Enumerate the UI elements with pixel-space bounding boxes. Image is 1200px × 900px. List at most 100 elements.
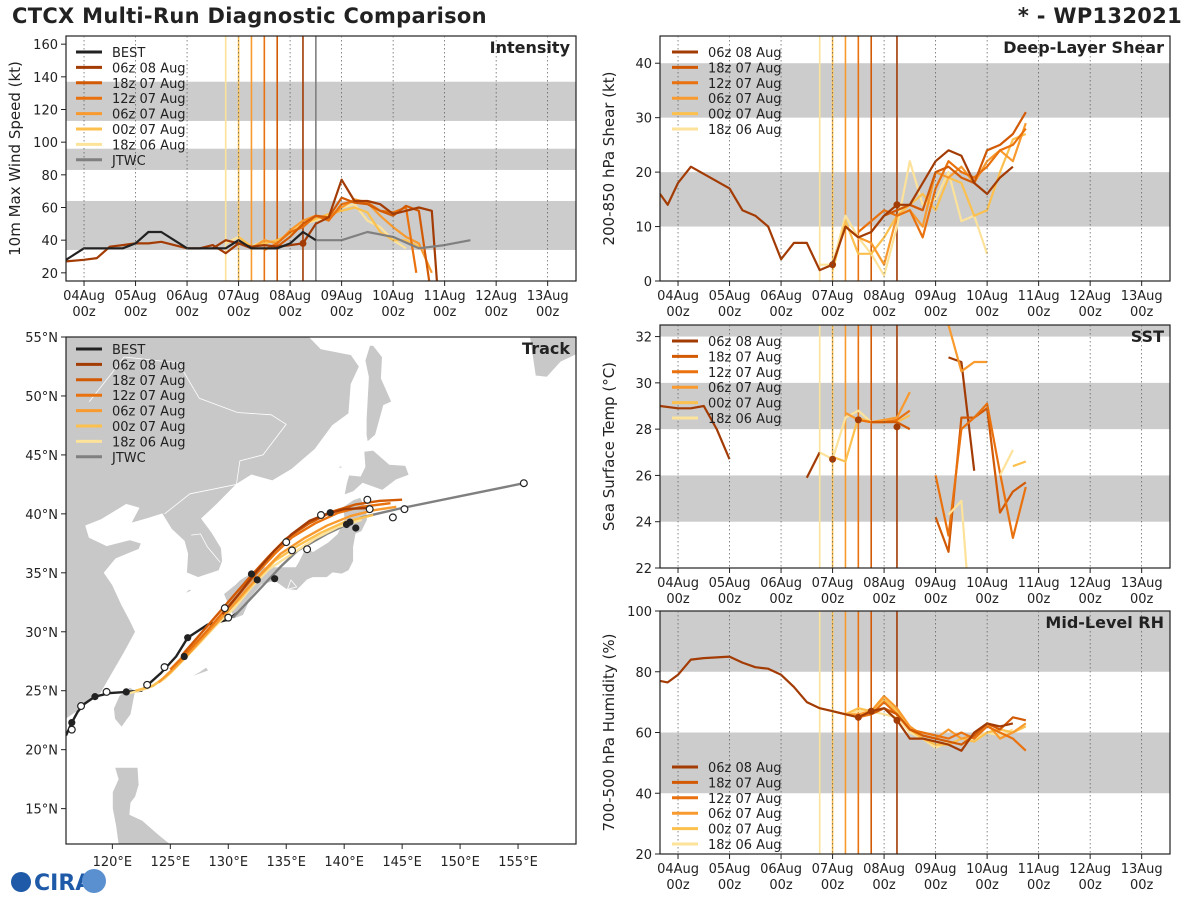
legend-label: 06z 07 Aug	[112, 108, 186, 123]
legend-label: 12z 07 Aug	[112, 389, 186, 404]
x-tick-label: 11Aug	[1018, 289, 1060, 304]
track-point-filled	[184, 634, 192, 642]
x-tick-label: 10Aug	[966, 862, 1008, 877]
x-tick-label-hour: 00z	[718, 878, 742, 893]
legend-label: 06z 08 Aug	[708, 335, 782, 350]
x-tick-label-hour: 00z	[666, 592, 690, 607]
x-tick-label: 09Aug	[915, 862, 957, 877]
legend-label: 00z 07 Aug	[708, 108, 782, 123]
lat-tick-label: 15°N	[25, 803, 58, 818]
x-tick-label-hour: 00z	[1078, 878, 1102, 893]
y-tick-label: 26	[635, 469, 652, 484]
x-tick-label-hour: 00z	[821, 592, 845, 607]
lat-tick-label: 40°N	[25, 508, 58, 523]
lat-tick-label: 55°N	[25, 331, 58, 346]
legend-label: 12z 07 Aug	[708, 77, 782, 92]
legend-label: 00z 07 Aug	[112, 420, 186, 435]
cira-logo: CIRA	[6, 866, 116, 896]
lon-tick-label: 140°E	[324, 855, 364, 870]
x-tick-label-hour: 00z	[769, 592, 793, 607]
y-tick-label: 140	[33, 71, 58, 86]
x-tick-label: 11Aug	[1018, 862, 1060, 877]
lon-tick-label: 125°E	[151, 855, 191, 870]
x-tick-label: 06Aug	[760, 576, 802, 591]
panel-title: Mid-Level RH	[1045, 613, 1164, 632]
legend-label: 06z 07 Aug	[708, 92, 782, 107]
mongolia-border	[88, 356, 125, 403]
intensity-chart: 04Aug00z05Aug00z06Aug00z07Aug00z08Aug00z…	[6, 35, 577, 320]
map-area	[66, 337, 576, 844]
y-tick-label: 30	[635, 377, 652, 392]
x-tick-label-hour: 00z	[1078, 305, 1102, 320]
y-tick-label: 160	[33, 38, 58, 53]
x-tick-label-hour: 00z	[124, 305, 148, 320]
x-tick-label-hour: 00z	[924, 592, 948, 607]
series-line-18z-07-aug	[871, 421, 911, 431]
hokkaido-island	[343, 449, 410, 496]
y-tick-label: 0	[644, 275, 652, 290]
init-marker	[854, 416, 862, 424]
y-tick-label: 120	[33, 104, 58, 119]
sst-chart: 04Aug00z05Aug00z06Aug00z07Aug00z08Aug00z…	[600, 324, 1171, 607]
x-tick-label-hour: 00z	[821, 305, 845, 320]
x-tick-label: 10Aug	[966, 576, 1008, 591]
legend-label: JTWC	[111, 451, 146, 466]
legend-label: 18z 06 Aug	[112, 138, 186, 153]
x-tick-label: 07Aug	[218, 289, 260, 304]
y-tick-label: 100	[33, 136, 58, 151]
china-border	[123, 356, 287, 515]
x-tick-label-hour: 00z	[975, 592, 999, 607]
x-tick-label: 06Aug	[760, 862, 802, 877]
track-line-12z-07-aug	[169, 502, 391, 671]
x-tick-label: 05Aug	[709, 576, 751, 591]
threshold-band	[660, 611, 1170, 672]
track-point-filled	[271, 575, 279, 583]
y-tick-label: 80	[635, 666, 652, 681]
legend-label: 18z 07 Aug	[708, 776, 782, 791]
series-line-18z-07-aug	[870, 707, 1027, 746]
x-tick-label-hour: 00z	[975, 878, 999, 893]
x-tick-label-hour: 00z	[536, 305, 560, 320]
x-tick-label: 13Aug	[1121, 576, 1163, 591]
logo-globe	[11, 872, 31, 892]
x-tick-label-hour: 00z	[872, 305, 896, 320]
x-tick-label: 06Aug	[760, 289, 802, 304]
track-point-filled	[122, 688, 130, 696]
x-tick-label: 09Aug	[915, 576, 957, 591]
plot-area	[660, 611, 1027, 854]
lon-tick-label: 135°E	[266, 855, 306, 870]
track-point-filled	[247, 570, 256, 578]
track-point-open	[282, 538, 291, 547]
x-tick-label: 05Aug	[115, 289, 157, 304]
x-tick-label-hour: 00z	[227, 305, 251, 320]
shikoku-patch	[286, 579, 298, 590]
y-tick-label: 20	[635, 848, 652, 863]
init-marker	[893, 201, 901, 209]
x-tick-label-hour: 00z	[666, 878, 690, 893]
track-point-filled	[326, 509, 334, 517]
series-line-06z-08-aug	[660, 404, 731, 460]
y-tick-label: 28	[635, 423, 652, 438]
x-tick-label: 05Aug	[709, 862, 751, 877]
track-point-open	[400, 505, 409, 514]
shear-chart: 04Aug00z05Aug00z06Aug00z07Aug00z08Aug00z…	[600, 35, 1171, 320]
threshold-band	[660, 475, 1170, 522]
track-point-open	[143, 680, 152, 689]
threshold-band	[660, 382, 1170, 430]
lat-tick-label: 35°N	[25, 567, 58, 582]
x-tick-label-hour: 00z	[1130, 592, 1154, 607]
y-tick-label: 40	[635, 57, 652, 72]
track-point-filled	[253, 576, 261, 584]
storm-id: * - WP132021	[1017, 4, 1182, 28]
x-tick-label-hour: 00z	[872, 878, 896, 893]
track-point-open	[317, 511, 326, 520]
y-axis-label: Sea Surface Temp (°C)	[600, 362, 618, 531]
series-line-12z-07-aug	[857, 127, 1027, 239]
x-tick-label: 08Aug	[863, 289, 905, 304]
x-tick-label: 09Aug	[915, 289, 957, 304]
japan-main-island	[223, 496, 368, 620]
legend-label: 06z 07 Aug	[708, 807, 782, 822]
track-point-open	[288, 546, 297, 555]
lon-tick-label: 155°E	[498, 855, 538, 870]
legend-label: JTWC	[111, 154, 146, 169]
